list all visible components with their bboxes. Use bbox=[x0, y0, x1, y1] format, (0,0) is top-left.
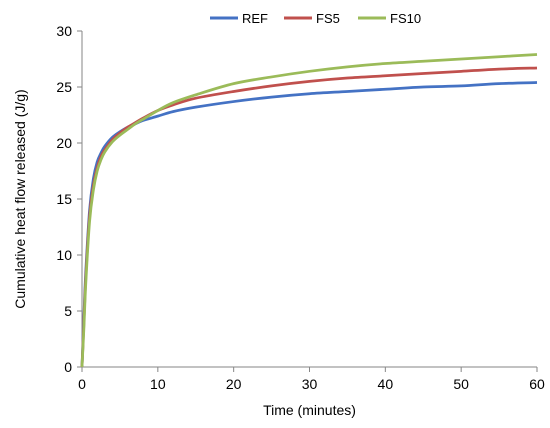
x-tick-label: 40 bbox=[378, 376, 394, 392]
legend: REF FS5 FS10 bbox=[210, 11, 421, 26]
y-ticks: 0 5 10 15 20 25 30 bbox=[56, 23, 82, 375]
series-line-fs10 bbox=[80, 53, 538, 368]
series-layer bbox=[80, 53, 538, 368]
legend-label-ref: REF bbox=[242, 11, 268, 26]
x-tick-label: 0 bbox=[78, 376, 86, 392]
legend-label-fs10: FS10 bbox=[390, 11, 421, 26]
legend-label-fs5: FS5 bbox=[316, 11, 340, 26]
x-ticks: 0 10 20 30 40 50 60 bbox=[78, 367, 545, 392]
x-tick-label: 50 bbox=[453, 376, 469, 392]
x-tick-label: 10 bbox=[150, 376, 166, 392]
x-tick-label: 20 bbox=[226, 376, 242, 392]
x-tick-label: 60 bbox=[529, 376, 545, 392]
x-tick-label: 30 bbox=[302, 376, 318, 392]
y-tick-label: 30 bbox=[56, 23, 72, 39]
y-tick-label: 5 bbox=[64, 303, 72, 319]
y-tick-label: 25 bbox=[56, 79, 72, 95]
y-tick-label: 20 bbox=[56, 135, 72, 151]
axes: 0 5 10 15 20 25 30 0 10 20 30 40 50 60 bbox=[56, 23, 545, 392]
series-line-ref bbox=[80, 81, 538, 368]
y-tick-label: 10 bbox=[56, 247, 72, 263]
x-axis-title: Time (minutes) bbox=[263, 402, 356, 418]
series-line-fs5 bbox=[80, 66, 538, 368]
y-tick-label: 15 bbox=[56, 191, 72, 207]
y-tick-label: 0 bbox=[64, 359, 72, 375]
y-axis-title: Cumulative heat flow released (J/g) bbox=[12, 89, 28, 308]
